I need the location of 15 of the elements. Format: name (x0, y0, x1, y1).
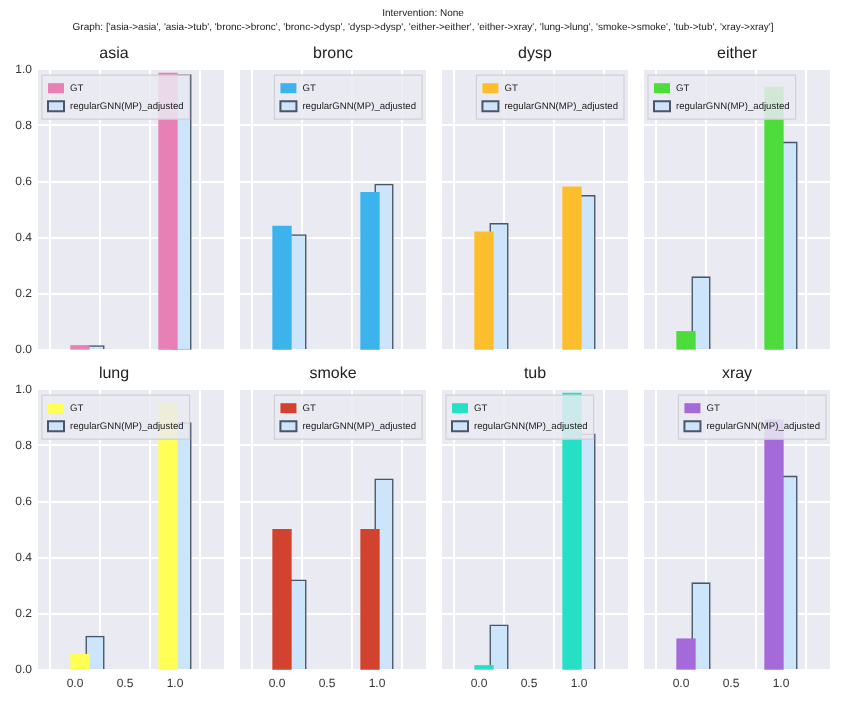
bar (272, 225, 292, 350)
bar (474, 231, 494, 350)
bar (360, 192, 380, 350)
chart-title: bronc (312, 44, 354, 63)
bar (676, 638, 696, 670)
chart-title: smoke (309, 364, 358, 383)
bar (562, 186, 582, 350)
chart-title: tub (523, 364, 548, 383)
bar (676, 331, 696, 350)
chart-title: asia (99, 44, 130, 63)
chart-title: either (716, 44, 758, 63)
chart-title: lung (98, 364, 130, 383)
chart-title: xray (721, 364, 753, 383)
bar (70, 653, 90, 670)
chart-title: dysp (518, 44, 553, 63)
